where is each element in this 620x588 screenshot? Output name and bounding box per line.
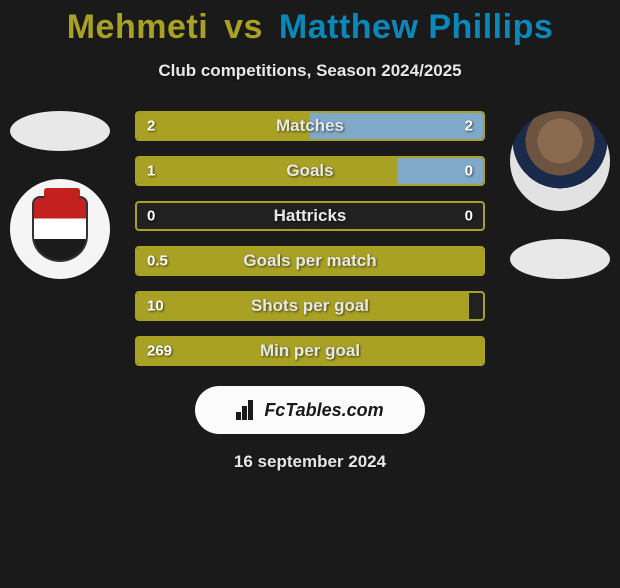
page-title: Mehmeti vs Matthew Phillips (0, 8, 620, 47)
stat-value-left: 2 (147, 118, 155, 135)
bar-fill-left (137, 158, 397, 184)
stat-row: 22Matches (135, 111, 485, 141)
player2-name-oval (510, 239, 610, 279)
player1-name: Mehmeti (67, 8, 208, 46)
stat-bars: 22Matches10Goals00Hattricks0.5Goals per … (135, 111, 485, 366)
footer-brand: FcTables.com (264, 400, 383, 421)
stat-value-left: 0.5 (147, 253, 168, 270)
player2-photo (510, 111, 610, 211)
stat-value-right: 0 (465, 208, 473, 225)
stat-value-right: 0 (465, 163, 473, 180)
stat-value-left: 10 (147, 298, 164, 315)
stat-value-right: 2 (465, 118, 473, 135)
right-column (510, 111, 610, 279)
vs-text: vs (224, 8, 263, 46)
footer-banner[interactable]: FcTables.com (195, 386, 425, 434)
bar-fill-left (137, 338, 483, 364)
stat-row: 0 0Hattricks (135, 201, 485, 231)
stat-value-left: 269 (147, 343, 172, 360)
stat-row: 0.5Goals per match (135, 246, 485, 276)
bar-fill-left (137, 248, 483, 274)
footer-date: 16 september 2024 (0, 452, 620, 472)
stat-value-left: 1 (147, 163, 155, 180)
stat-label: Hattricks (137, 206, 483, 226)
left-column (10, 111, 110, 279)
stat-row: 269Min per goal (135, 336, 485, 366)
stat-row: 10Shots per goal (135, 291, 485, 321)
bar-fill-left (137, 113, 310, 139)
subtitle: Club competitions, Season 2024/2025 (0, 61, 620, 81)
stat-value-left: 0 (147, 208, 155, 225)
comparison-card: Mehmeti vs Matthew Phillips Club competi… (0, 8, 620, 472)
player2-name: Matthew Phillips (279, 8, 553, 46)
stats-area: 22Matches10Goals00Hattricks0.5Goals per … (0, 111, 620, 366)
crest-icon (32, 196, 88, 262)
fctables-logo-icon (236, 400, 258, 420)
stat-row: 10Goals (135, 156, 485, 186)
player1-club-crest (10, 179, 110, 279)
bar-fill-left (137, 293, 469, 319)
player1-name-oval (10, 111, 110, 151)
bar-fill-right (310, 113, 483, 139)
